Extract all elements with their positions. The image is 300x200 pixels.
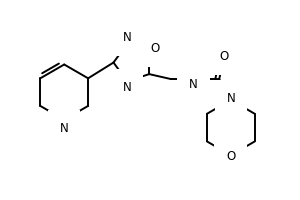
Text: N: N [189, 78, 198, 91]
Text: H: H [60, 118, 68, 128]
Text: N: N [60, 122, 69, 135]
Text: O: O [226, 150, 236, 163]
Text: O: O [220, 50, 229, 63]
Text: N: N [123, 81, 131, 94]
Text: H: H [190, 75, 197, 85]
Text: N: N [123, 31, 131, 44]
Text: N: N [226, 92, 235, 105]
Text: O: O [151, 42, 160, 55]
